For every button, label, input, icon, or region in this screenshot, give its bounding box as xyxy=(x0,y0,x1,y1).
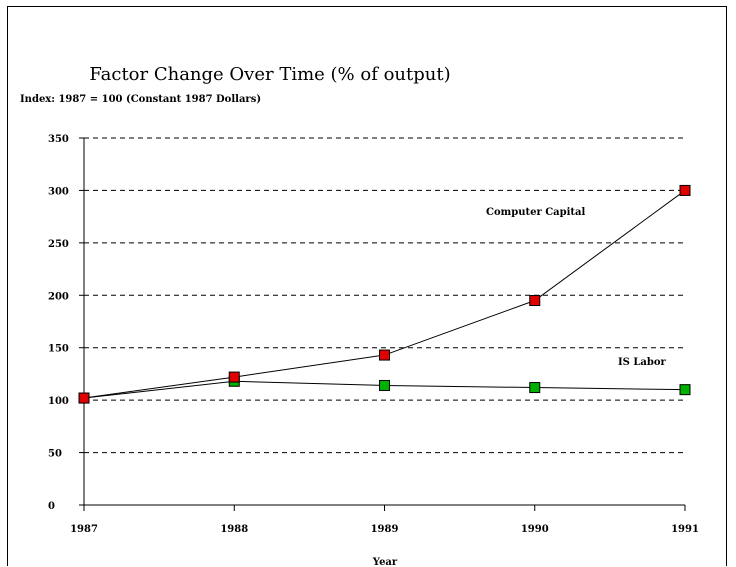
series-label: IS Labor xyxy=(618,357,667,368)
data-point xyxy=(78,392,90,404)
line-chart: Factor Change Over Time (% of output) In… xyxy=(20,64,699,567)
y-tick-label: 50 xyxy=(48,449,62,460)
y-tick-label: 300 xyxy=(48,186,69,197)
gridlines xyxy=(84,137,685,454)
y-tick-label: 0 xyxy=(48,501,55,512)
chart-text: Factor Change Over Time (% of output) In… xyxy=(20,64,699,567)
data-point xyxy=(529,382,541,394)
y-tick-label: 200 xyxy=(48,291,69,302)
data-point xyxy=(679,384,691,396)
series-lines xyxy=(83,190,686,399)
series-label: Computer Capital xyxy=(486,207,586,218)
data-point xyxy=(529,295,541,307)
y-tick-label: 100 xyxy=(48,396,69,407)
y-tick-label: 150 xyxy=(48,344,69,355)
data-point xyxy=(379,349,390,361)
axes xyxy=(79,137,686,511)
data-point xyxy=(379,379,390,391)
x-tick-label: 1988 xyxy=(220,524,248,535)
data-point xyxy=(228,371,240,383)
x-tick-label: 1990 xyxy=(521,524,549,535)
y-tick-label: 250 xyxy=(48,239,69,250)
y-tick-label: 350 xyxy=(48,134,69,145)
x-tick-label: 1991 xyxy=(671,524,699,535)
chart-title: Factor Change Over Time (% of output) xyxy=(89,64,450,85)
series-line xyxy=(83,190,686,399)
x-tick-label: 1987 xyxy=(70,524,98,535)
chart-frame: Factor Change Over Time (% of output) In… xyxy=(7,6,727,567)
data-point xyxy=(679,184,691,196)
series-markers xyxy=(78,184,691,404)
x-tick-label: 1989 xyxy=(371,524,399,535)
chart-subtitle: Index: 1987 = 100 (Constant 1987 Dollars… xyxy=(20,94,261,105)
x-axis-label: Year xyxy=(372,557,398,567)
